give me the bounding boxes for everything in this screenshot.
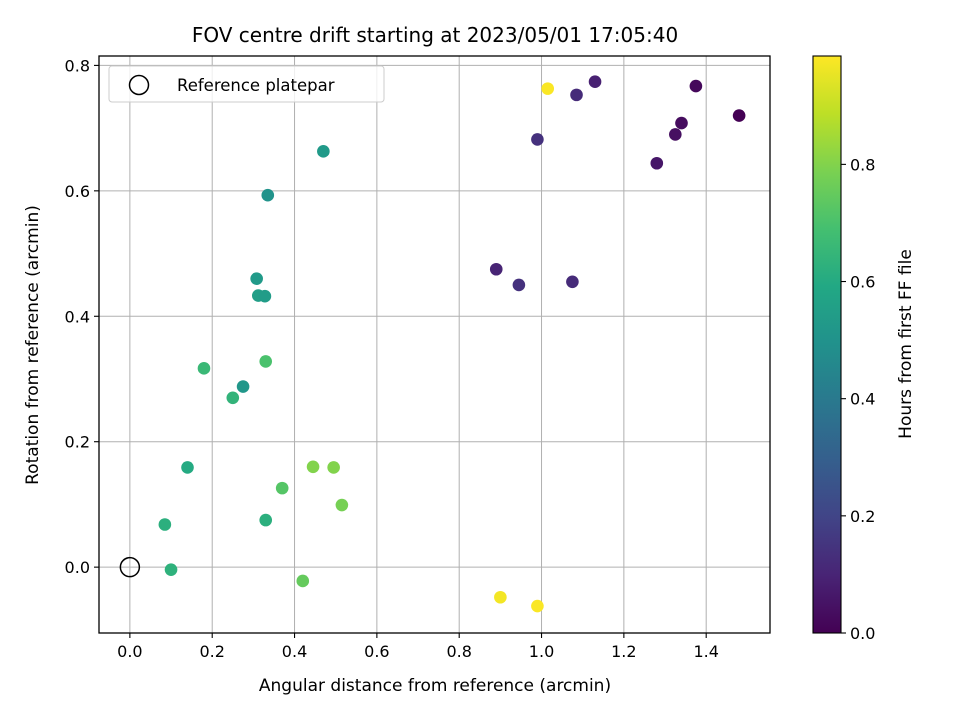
- data-point: [566, 275, 579, 289]
- colorbar: 0.0 0.2 0.4 0.6 0.8 Hours from first FF file: [812, 55, 916, 643]
- data-point: [226, 391, 240, 405]
- colorbar-tick-label: 0.4: [850, 390, 875, 409]
- data-point: [669, 128, 682, 141]
- data-point: [259, 355, 273, 368]
- x-tick-label: 1.2: [611, 642, 636, 661]
- legend-box: [108, 65, 385, 103]
- data-point: [236, 380, 250, 393]
- data-point: [181, 461, 194, 474]
- data-point: [275, 481, 289, 495]
- colorbar-ticks: 0.0 0.2 0.4 0.6 0.8: [841, 155, 875, 643]
- data-point: [164, 563, 178, 576]
- reference-marker: [119, 556, 141, 578]
- data-point: [570, 88, 583, 102]
- data-point: [327, 461, 340, 474]
- chart-title: FOV centre drift starting at 2023/05/01 …: [192, 23, 678, 47]
- data-point: [675, 116, 688, 130]
- data-point: [261, 188, 275, 202]
- y-tick-label: 0.8: [65, 56, 90, 75]
- data-point: [541, 82, 555, 95]
- legend-marker-icon: [128, 74, 150, 96]
- x-tick-label: 0.2: [199, 642, 224, 661]
- data-point: [732, 109, 746, 122]
- x-tick-label: 0.4: [282, 642, 307, 661]
- legend-label: Reference platepar: [177, 76, 335, 95]
- y-tick-label: 0.4: [65, 307, 90, 326]
- data-point: [650, 156, 664, 170]
- y-tick-label: 0.6: [65, 182, 90, 201]
- y-tick-label: 0.0: [65, 558, 90, 577]
- x-axis-label: Angular distance from reference (arcmin): [259, 676, 611, 696]
- y-tick-label: 0.2: [65, 433, 90, 452]
- plot-frame: [98, 55, 771, 634]
- x-tick-label: 1.0: [529, 642, 554, 661]
- data-point: [531, 133, 544, 146]
- colorbar-tick-label: 0.8: [850, 155, 875, 174]
- colorbar-label: Hours from first FF file: [896, 249, 916, 439]
- x-axis-ticks: 0.0 0.2 0.4 0.6 0.8 1.0 1.2 1.4: [117, 633, 719, 661]
- data-point: [512, 278, 526, 292]
- data-point: [296, 574, 310, 588]
- x-tick-label: 0.6: [364, 642, 389, 661]
- data-point: [158, 518, 172, 531]
- data-point: [306, 460, 320, 474]
- data-point: [197, 362, 211, 375]
- x-tick-label: 0.0: [117, 642, 142, 661]
- colorbar-tick-label: 0.2: [850, 507, 875, 526]
- colorbar-gradient: [812, 55, 842, 634]
- plot-area: 0.0 0.2 0.4 0.6 0.8 1.0 1.2 1.4 0.0 0.2 0.4 0.6 0.8: [65, 55, 771, 661]
- data-point: [531, 599, 544, 613]
- x-tick-label: 1.4: [693, 642, 718, 661]
- legend: Reference platepar: [108, 65, 385, 103]
- data-point: [335, 498, 349, 512]
- data-point: [689, 79, 703, 93]
- y-axis-ticks: 0.0 0.2 0.4 0.6 0.8: [65, 56, 99, 577]
- data-point: [259, 513, 273, 527]
- data-point: [258, 289, 272, 303]
- data-point: [317, 145, 330, 158]
- data-point: [588, 75, 602, 89]
- x-tick-label: 0.8: [446, 642, 471, 661]
- data-points: [158, 75, 746, 613]
- data-point: [489, 262, 503, 276]
- colorbar-tick-label: 0.6: [850, 273, 875, 292]
- data-point: [250, 272, 263, 285]
- colorbar-tick-label: 0.0: [850, 624, 875, 643]
- grid: [99, 56, 770, 633]
- data-point: [494, 590, 507, 604]
- y-axis-label: Rotation from reference (arcmin): [23, 205, 43, 485]
